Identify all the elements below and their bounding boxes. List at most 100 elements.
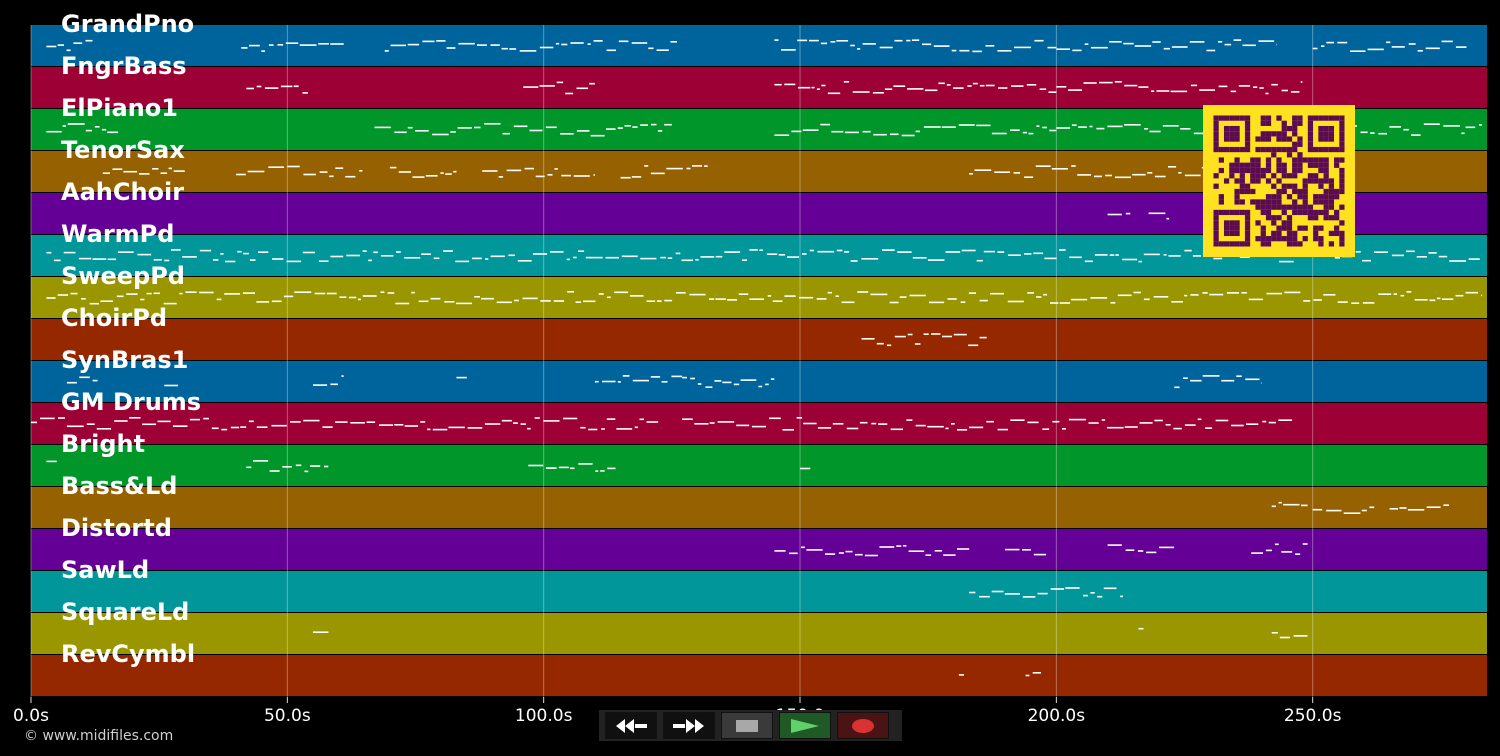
track-band[interactable] — [31, 445, 1487, 486]
note-mark — [534, 417, 540, 419]
track-band[interactable] — [31, 487, 1487, 528]
note-mark — [554, 168, 558, 170]
qr-module — [1328, 194, 1335, 200]
qr-module — [1292, 209, 1298, 216]
qr-module — [1292, 230, 1298, 237]
note-mark — [258, 251, 269, 253]
note-mark — [304, 470, 309, 473]
track-band[interactable] — [31, 613, 1487, 654]
note-mark — [634, 426, 638, 429]
note-mark — [387, 292, 395, 294]
note-mark — [396, 251, 401, 253]
qr-finder-module — [1244, 215, 1251, 221]
qr-module — [1265, 136, 1272, 142]
note-mark — [800, 467, 811, 470]
note-mark — [857, 291, 869, 293]
note-segment — [46, 291, 1482, 305]
note-mark — [330, 43, 344, 45]
note-mark — [914, 343, 921, 345]
note-mark — [224, 293, 241, 295]
qr-module — [1281, 173, 1287, 179]
note-mark — [991, 590, 1004, 593]
rewind-button[interactable] — [605, 712, 657, 739]
track-band[interactable] — [31, 529, 1487, 570]
note-mark — [1037, 592, 1048, 595]
qr-module — [1276, 115, 1282, 121]
qr-finder-module — [1323, 146, 1329, 153]
note-mark — [1124, 84, 1138, 87]
note-mark — [986, 420, 994, 423]
track-band[interactable] — [31, 655, 1487, 696]
play-button[interactable] — [779, 712, 831, 739]
track-band[interactable] — [31, 319, 1487, 360]
stop-button[interactable] — [721, 712, 773, 739]
note-mark — [859, 421, 868, 424]
record-button[interactable] — [837, 712, 889, 739]
qr-module — [1323, 194, 1329, 200]
qr-finder-module — [1339, 136, 1345, 142]
qr-module — [1292, 173, 1298, 179]
note-mark — [692, 165, 703, 167]
qr-module — [1297, 188, 1303, 195]
qr-finder-module — [1218, 146, 1224, 153]
note-mark — [821, 84, 826, 87]
note-mark — [1089, 125, 1093, 128]
note-segment — [313, 375, 344, 386]
note-mark — [630, 295, 644, 297]
qr-module — [1292, 157, 1298, 163]
note-mark — [994, 171, 1010, 173]
note-mark — [1443, 504, 1449, 506]
note-mark — [844, 251, 850, 253]
note-segment — [774, 39, 1057, 53]
qr-module — [1286, 225, 1293, 231]
qr-module — [1307, 204, 1314, 210]
qr-module — [1297, 157, 1303, 163]
qr-finder-module — [1313, 146, 1319, 153]
fast-forward-button[interactable] — [663, 712, 715, 739]
note-mark — [838, 552, 844, 554]
track-band[interactable] — [31, 277, 1487, 318]
qr-module — [1302, 183, 1308, 189]
qr-module — [1318, 225, 1324, 231]
note-mark — [957, 548, 970, 550]
note-mark — [225, 260, 236, 263]
note-mark — [57, 44, 64, 46]
note-mark — [453, 170, 457, 173]
track-band[interactable] — [31, 67, 1487, 108]
qr-finder-module — [1318, 146, 1324, 153]
qr-module — [1328, 188, 1335, 195]
axis-tick-label: 250.0s — [1283, 706, 1342, 726]
note-mark — [293, 85, 299, 88]
note-mark — [861, 258, 879, 260]
note-mark — [528, 464, 544, 467]
track-band[interactable] — [31, 403, 1487, 444]
note-mark — [945, 427, 949, 430]
qr-module — [1229, 173, 1235, 179]
note-mark — [1114, 81, 1122, 83]
note-segment — [1174, 375, 1262, 389]
note-mark — [390, 44, 406, 47]
qr-module — [1265, 157, 1272, 163]
note-mark — [1090, 46, 1108, 49]
note-mark — [1423, 123, 1440, 125]
note-mark — [620, 176, 631, 179]
qr-finder-module — [1213, 236, 1219, 242]
note-mark — [1078, 126, 1087, 128]
track-band[interactable] — [31, 571, 1487, 612]
note-mark — [1050, 302, 1059, 304]
note-mark — [1156, 90, 1170, 92]
note-mark — [66, 381, 77, 384]
track-band[interactable] — [31, 361, 1487, 402]
note-mark — [906, 419, 913, 421]
note-mark — [1312, 508, 1323, 511]
note-mark — [1084, 260, 1093, 263]
note-mark — [539, 85, 555, 87]
note-mark — [157, 420, 171, 423]
note-mark — [602, 380, 616, 383]
note-mark — [1035, 165, 1051, 167]
qr-module — [1323, 215, 1329, 221]
note-mark — [787, 256, 799, 258]
note-mark — [593, 174, 595, 176]
note-mark — [934, 550, 942, 552]
note-mark — [341, 375, 344, 377]
